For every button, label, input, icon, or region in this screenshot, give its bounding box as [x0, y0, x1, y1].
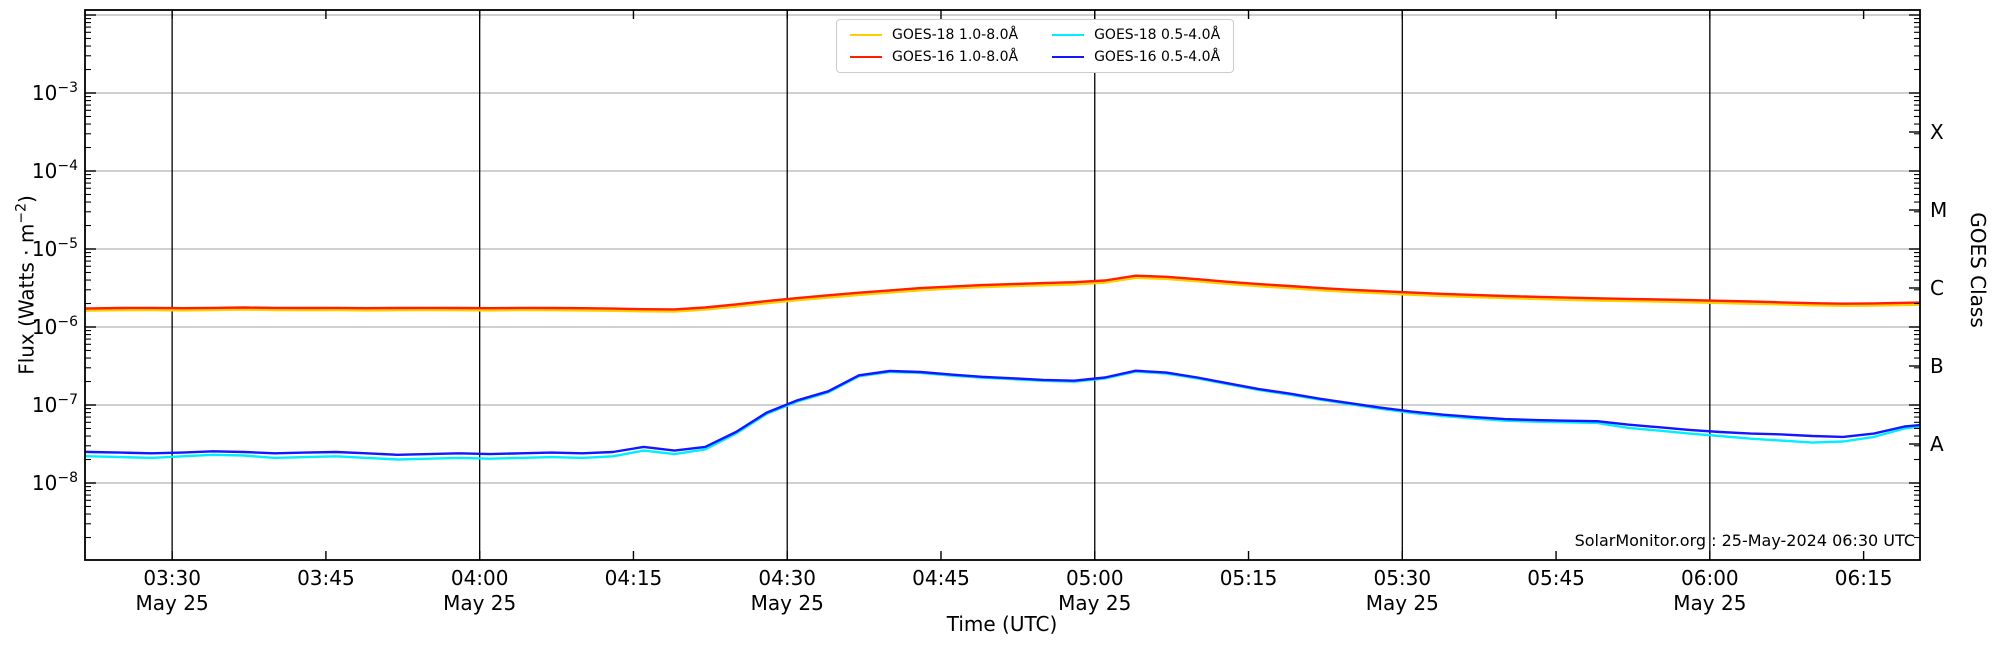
- y-tick-label: 10−5: [32, 236, 78, 261]
- goes-class-label: X: [1930, 120, 1944, 144]
- legend-line-sample: [850, 56, 882, 58]
- y-tick-label: 10−4: [32, 158, 78, 183]
- x-tick-date-label: May 25: [751, 591, 824, 615]
- goes-class-label: B: [1930, 354, 1944, 378]
- goes-class-label: A: [1930, 432, 1944, 456]
- x-tick-label: 05:00: [1066, 566, 1124, 590]
- x-tick-date-label: May 25: [443, 591, 516, 615]
- x-tick-date-label: May 25: [1366, 591, 1439, 615]
- x-tick-date-label: May 25: [1058, 591, 1131, 615]
- legend-label: GOES-16 1.0-8.0Å: [892, 49, 1019, 65]
- legend-item: GOES-18 1.0-8.0Å: [850, 27, 1018, 43]
- attribution-text: SolarMonitor.org : 25-May-2024 06:30 UTC: [1574, 531, 1915, 550]
- legend-item: GOES-18 0.5-4.0Å: [1052, 27, 1220, 43]
- y-axis-label-text: Flux (Watts · m: [14, 223, 39, 375]
- legend-line-sample: [1052, 34, 1085, 36]
- x-tick-label: 03:30: [143, 566, 201, 590]
- x-tick-label: 04:30: [758, 566, 816, 590]
- legend-label: GOES-16 0.5-4.0Å: [1094, 49, 1221, 65]
- series-goes-18-1-0-8-0-: [85, 275, 1920, 313]
- legend-item: GOES-16 1.0-8.0Å: [850, 49, 1018, 65]
- axis-ticks: [85, 10, 1920, 560]
- x-tick-label: 03:45: [297, 566, 355, 590]
- x-tick-label: 06:15: [1835, 566, 1893, 590]
- x-tick-label: 06:00: [1681, 566, 1739, 590]
- series-goes-18-0-5-4-0-: [85, 370, 1920, 461]
- series-goes-16-0-5-4-0-: [85, 369, 1920, 456]
- y-tick-label: 10−3: [32, 80, 78, 105]
- goes-class-label: C: [1930, 276, 1944, 300]
- y-tick-label: 10−7: [32, 392, 78, 417]
- y-tick-label: 10−8: [32, 470, 78, 495]
- y-axis-label-close: ): [14, 195, 39, 204]
- x-tick-label: 05:30: [1373, 566, 1431, 590]
- x-tick-date-label: May 25: [1673, 591, 1746, 615]
- legend: GOES-18 1.0-8.0Å GOES-16 1.0-8.0Å GOES-18 …: [836, 19, 1235, 73]
- plot-border: [84, 9, 1921, 561]
- x-axis-label: Time (UTC): [946, 612, 1058, 636]
- legend-item: GOES-16 0.5-4.0Å: [1052, 49, 1220, 65]
- x-tick-date-label: May 25: [136, 591, 209, 615]
- y-axis-label-superscript: −2: [13, 203, 30, 224]
- x-tick-label: 04:45: [912, 566, 970, 590]
- series-group: [85, 274, 1920, 461]
- x-tick-label: 04:15: [605, 566, 663, 590]
- legend-line-sample: [850, 34, 882, 36]
- series-goes-16-1-0-8-0-: [85, 274, 1920, 311]
- goes-class-label: M: [1930, 198, 1947, 222]
- right-axis-label: GOES Class: [1966, 212, 1990, 328]
- y-gridlines: [85, 14, 1920, 484]
- legend-line-sample: [1052, 56, 1085, 58]
- legend-label: GOES-18 1.0-8.0Å: [892, 27, 1019, 43]
- x-tick-label: 05:45: [1527, 566, 1585, 590]
- x-tick-label: 04:00: [451, 566, 509, 590]
- x-gridlines: [171, 10, 1711, 560]
- y-tick-label: 10−6: [32, 314, 78, 339]
- legend-label: GOES-18 0.5-4.0Å: [1094, 27, 1221, 43]
- y-axis-label: Flux (Watts · m−2): [14, 195, 39, 375]
- x-tick-label: 05:15: [1220, 566, 1278, 590]
